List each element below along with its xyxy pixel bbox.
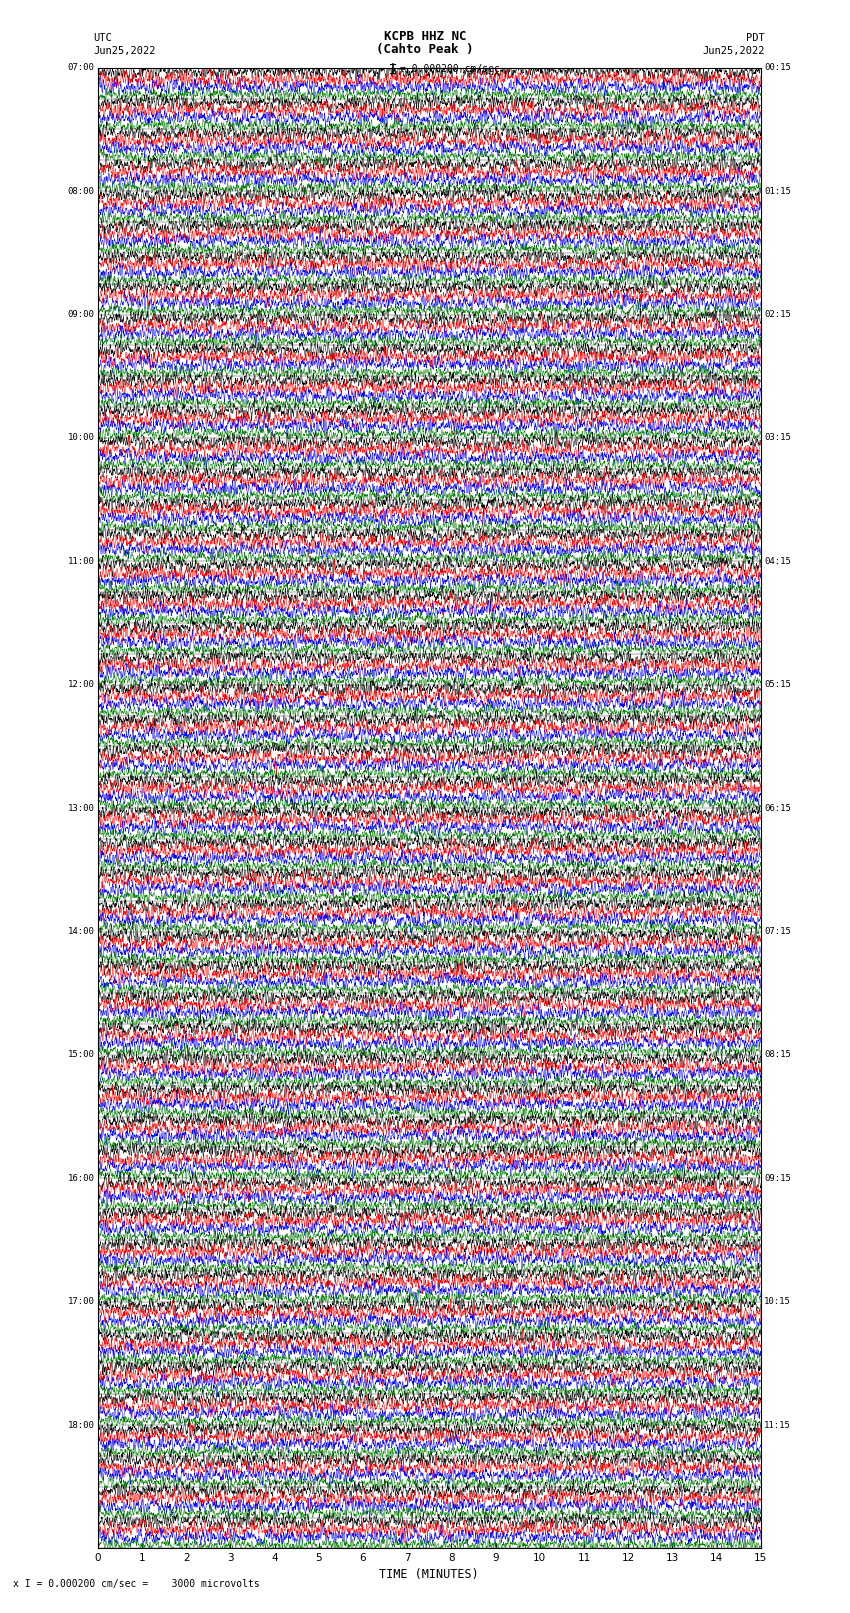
Text: = 0.000200 cm/sec: = 0.000200 cm/sec — [400, 63, 499, 74]
Text: Jun25,2022: Jun25,2022 — [94, 47, 156, 56]
Text: UTC: UTC — [94, 32, 112, 44]
Text: 03:15: 03:15 — [764, 434, 791, 442]
Text: 17:00: 17:00 — [67, 1297, 94, 1307]
Text: 13:00: 13:00 — [67, 803, 94, 813]
Text: 18:00: 18:00 — [67, 1421, 94, 1429]
Text: 02:15: 02:15 — [764, 310, 791, 319]
Text: 08:00: 08:00 — [67, 187, 94, 195]
Text: 14:00: 14:00 — [67, 927, 94, 936]
Text: x I = 0.000200 cm/sec =    3000 microvolts: x I = 0.000200 cm/sec = 3000 microvolts — [13, 1579, 259, 1589]
Text: 16:00: 16:00 — [67, 1174, 94, 1182]
Text: 09:00: 09:00 — [67, 310, 94, 319]
Text: 11:15: 11:15 — [764, 1421, 791, 1429]
Text: 08:15: 08:15 — [764, 1050, 791, 1060]
Text: (Cahto Peak ): (Cahto Peak ) — [377, 44, 473, 56]
Text: 10:00: 10:00 — [67, 434, 94, 442]
Text: 10:15: 10:15 — [764, 1297, 791, 1307]
X-axis label: TIME (MINUTES): TIME (MINUTES) — [379, 1568, 479, 1581]
Text: 11:00: 11:00 — [67, 556, 94, 566]
Text: KCPB HHZ NC: KCPB HHZ NC — [383, 29, 467, 44]
Text: 06:15: 06:15 — [764, 803, 791, 813]
Text: 07:15: 07:15 — [764, 927, 791, 936]
Text: 04:15: 04:15 — [764, 556, 791, 566]
Text: 12:00: 12:00 — [67, 681, 94, 689]
Text: Jun25,2022: Jun25,2022 — [702, 47, 765, 56]
Text: PDT: PDT — [746, 32, 765, 44]
Text: 09:15: 09:15 — [764, 1174, 791, 1182]
Text: 15:00: 15:00 — [67, 1050, 94, 1060]
Text: 01:15: 01:15 — [764, 187, 791, 195]
Text: 00:15: 00:15 — [764, 63, 791, 73]
Text: 05:15: 05:15 — [764, 681, 791, 689]
Text: 07:00: 07:00 — [67, 63, 94, 73]
